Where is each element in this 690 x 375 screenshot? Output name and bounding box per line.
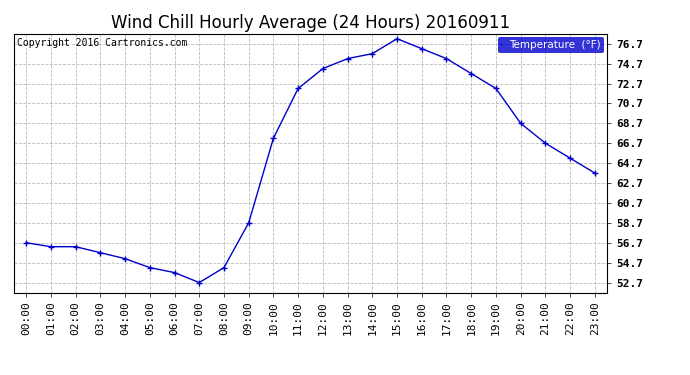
Title: Wind Chill Hourly Average (24 Hours) 20160911: Wind Chill Hourly Average (24 Hours) 201…: [111, 14, 510, 32]
Legend: Temperature  (°F): Temperature (°F): [498, 37, 604, 53]
Text: Copyright 2016 Cartronics.com: Copyright 2016 Cartronics.com: [17, 38, 187, 48]
